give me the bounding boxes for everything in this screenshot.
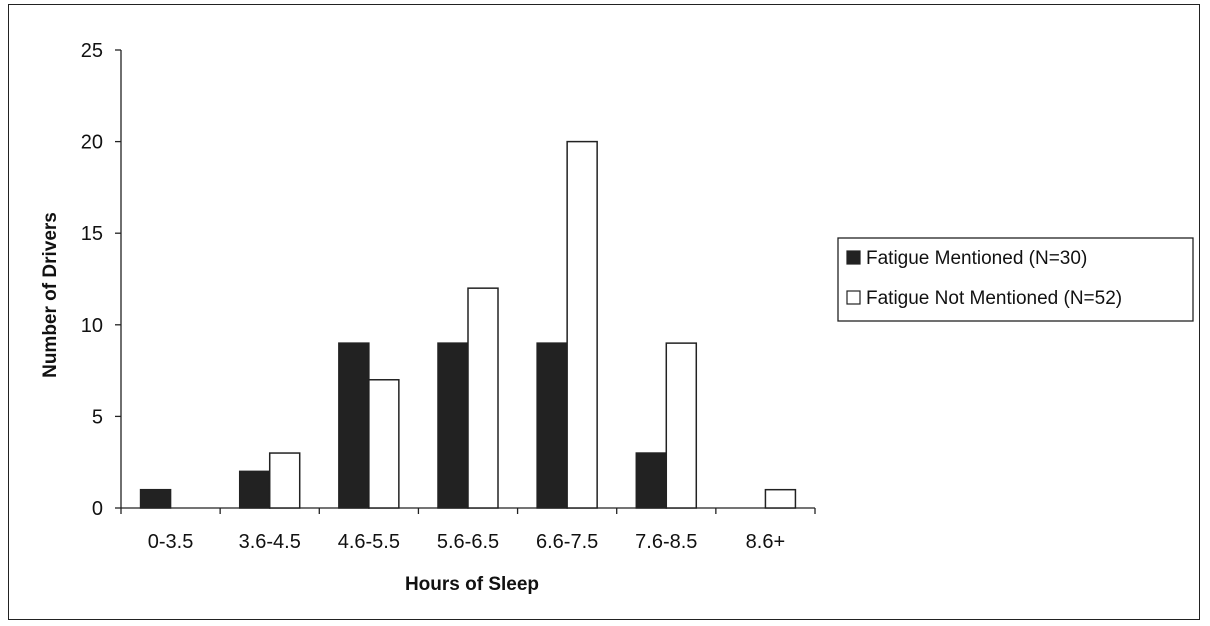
x-tick-label: 3.6-4.5	[239, 531, 301, 553]
bar-fatigue-not-mentioned	[268, 452, 301, 509]
x-tick-label: 7.6-8.5	[635, 531, 697, 553]
y-axis: 0 5 10 15 20 25	[81, 40, 122, 520]
y-tick-label: 25	[81, 40, 103, 62]
bar-fatigue-mentioned	[338, 342, 370, 509]
bar-fatigue-mentioned	[536, 342, 568, 509]
x-tick-label: 4.6-5.5	[338, 531, 400, 553]
x-tick-label: 0-3.5	[148, 531, 194, 553]
legend-box	[837, 237, 1194, 322]
legend-label: Fatigue Mentioned (N=30)	[866, 248, 1087, 269]
bar-fatigue-not-mentioned	[368, 379, 400, 509]
bar-fatigue-not-mentioned	[467, 287, 499, 509]
legend: Fatigue Mentioned (N=30) Fatigue Not Ment…	[837, 237, 1194, 322]
x-tick-label: 8.6+	[746, 531, 785, 553]
y-tick-label: 20	[81, 132, 103, 154]
y-tick-label: 10	[81, 315, 103, 337]
bars	[139, 140, 797, 509]
bar-fatigue-mentioned	[437, 342, 469, 509]
legend-swatch	[846, 290, 861, 305]
bar-fatigue-not-mentioned	[566, 140, 598, 509]
x-axis: 0-3.5 3.6-4.5 4.6-5.5 5.6-6.5 6.6-7.5 7.6-8.5…	[120, 507, 816, 553]
y-tick-label: 5	[92, 406, 103, 428]
y-axis-title: Number of Drivers	[40, 212, 61, 378]
legend-swatch	[846, 250, 861, 265]
bar-fatigue-mentioned	[139, 488, 172, 509]
bar-fatigue-mentioned	[238, 470, 271, 509]
x-tick-label: 5.6-6.5	[437, 531, 499, 553]
y-tick-label: 0	[92, 498, 103, 520]
x-axis-title: Hours of Sleep	[405, 574, 539, 595]
bar-fatigue-not-mentioned	[764, 488, 797, 509]
y-tick-label: 15	[81, 223, 103, 245]
legend-label: Fatigue Not Mentioned (N=52)	[866, 288, 1122, 309]
x-tick-label: 6.6-7.5	[536, 531, 598, 553]
bar-fatigue-not-mentioned	[665, 342, 698, 509]
bar-fatigue-mentioned	[635, 452, 668, 509]
